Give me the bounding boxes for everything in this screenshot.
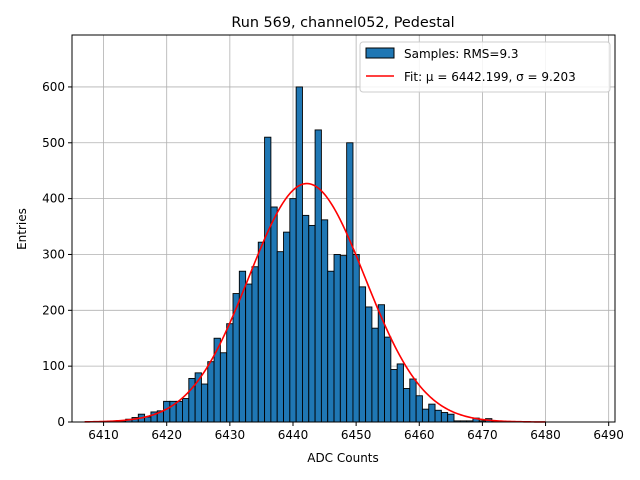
histogram-bar bbox=[358, 286, 367, 423]
histogram-bar bbox=[182, 398, 190, 423]
x-tick-label: 6480 bbox=[530, 428, 561, 442]
histogram-bar bbox=[163, 400, 171, 423]
histogram-bar bbox=[403, 388, 411, 423]
histogram-bar bbox=[302, 214, 310, 423]
y-axis-label: Entries bbox=[15, 208, 29, 250]
legend: Samples: RMS=9.3 Fit: μ = 6442.199, σ = … bbox=[359, 41, 611, 93]
y-tick-label: 0 bbox=[57, 415, 65, 429]
legend-fit-label: Fit: μ = 6442.199, σ = 9.203 bbox=[404, 70, 576, 84]
legend-box bbox=[359, 41, 611, 93]
x-tick-label: 6420 bbox=[151, 428, 182, 442]
histogram-bar bbox=[257, 241, 266, 423]
x-tick-label: 6460 bbox=[404, 428, 435, 442]
histogram-bar bbox=[219, 352, 228, 423]
histogram-bar bbox=[440, 412, 449, 423]
histogram-bar bbox=[428, 403, 436, 423]
histogram-bar bbox=[365, 306, 373, 423]
y-tick-label: 300 bbox=[42, 247, 65, 261]
histogram-bar bbox=[320, 219, 329, 423]
histogram-bar bbox=[409, 378, 417, 423]
histogram-bar bbox=[421, 408, 430, 423]
histogram-bar bbox=[207, 361, 215, 423]
x-tick-label: 6430 bbox=[215, 428, 246, 442]
histogram-bar bbox=[339, 255, 348, 423]
fit-curve bbox=[84, 182, 546, 423]
histogram-bar bbox=[327, 270, 335, 423]
histogram-bar bbox=[352, 254, 360, 423]
histogram-bars bbox=[118, 86, 499, 423]
histogram-bar bbox=[289, 198, 297, 423]
y-tick-label: 500 bbox=[42, 136, 65, 150]
histogram-bar bbox=[251, 266, 259, 423]
histogram-bar bbox=[245, 283, 253, 423]
y-axis-ticks: 0 100 200 300 400 500 600 bbox=[42, 80, 72, 429]
histogram-bar bbox=[295, 86, 303, 423]
x-tick-label: 6490 bbox=[593, 428, 624, 442]
histogram-bar bbox=[276, 251, 284, 423]
y-tick-label: 200 bbox=[42, 303, 65, 317]
x-tick-label: 6440 bbox=[278, 428, 309, 442]
chart-title: Run 569, channel052, Pedestal bbox=[231, 15, 454, 31]
histogram-bar bbox=[346, 142, 354, 423]
histogram-bar bbox=[314, 129, 322, 423]
histogram-bar bbox=[175, 400, 183, 423]
y-tick-label: 400 bbox=[42, 192, 65, 206]
histogram-bar bbox=[200, 383, 209, 423]
x-axis-label: ADC Counts bbox=[307, 451, 379, 465]
histogram-bar bbox=[434, 409, 442, 423]
x-axis-ticks: 6410 6420 6430 6440 6450 6460 6470 6480 6490 bbox=[88, 422, 624, 442]
x-tick-label: 6470 bbox=[467, 428, 498, 442]
y-tick-label: 600 bbox=[42, 80, 65, 94]
histogram-bar bbox=[396, 363, 404, 423]
x-tick-label: 6410 bbox=[88, 428, 119, 442]
histogram-bar bbox=[447, 413, 455, 423]
histogram-bar bbox=[308, 224, 316, 423]
histogram-bar bbox=[384, 336, 392, 423]
histogram-bar bbox=[415, 395, 423, 423]
histogram-bar bbox=[270, 206, 278, 423]
histogram-bar bbox=[371, 327, 379, 423]
histogram-bar bbox=[333, 254, 341, 423]
legend-histogram-swatch bbox=[365, 47, 395, 59]
histogram-bar bbox=[390, 369, 398, 423]
histogram-bar bbox=[283, 231, 291, 423]
plot-frame bbox=[71, 34, 616, 423]
histogram-bar bbox=[264, 136, 272, 423]
x-tick-label: 6450 bbox=[341, 428, 372, 442]
histogram-bar bbox=[226, 323, 234, 423]
legend-histogram-label: Samples: RMS=9.3 bbox=[404, 47, 519, 61]
y-tick-label: 100 bbox=[42, 359, 65, 373]
